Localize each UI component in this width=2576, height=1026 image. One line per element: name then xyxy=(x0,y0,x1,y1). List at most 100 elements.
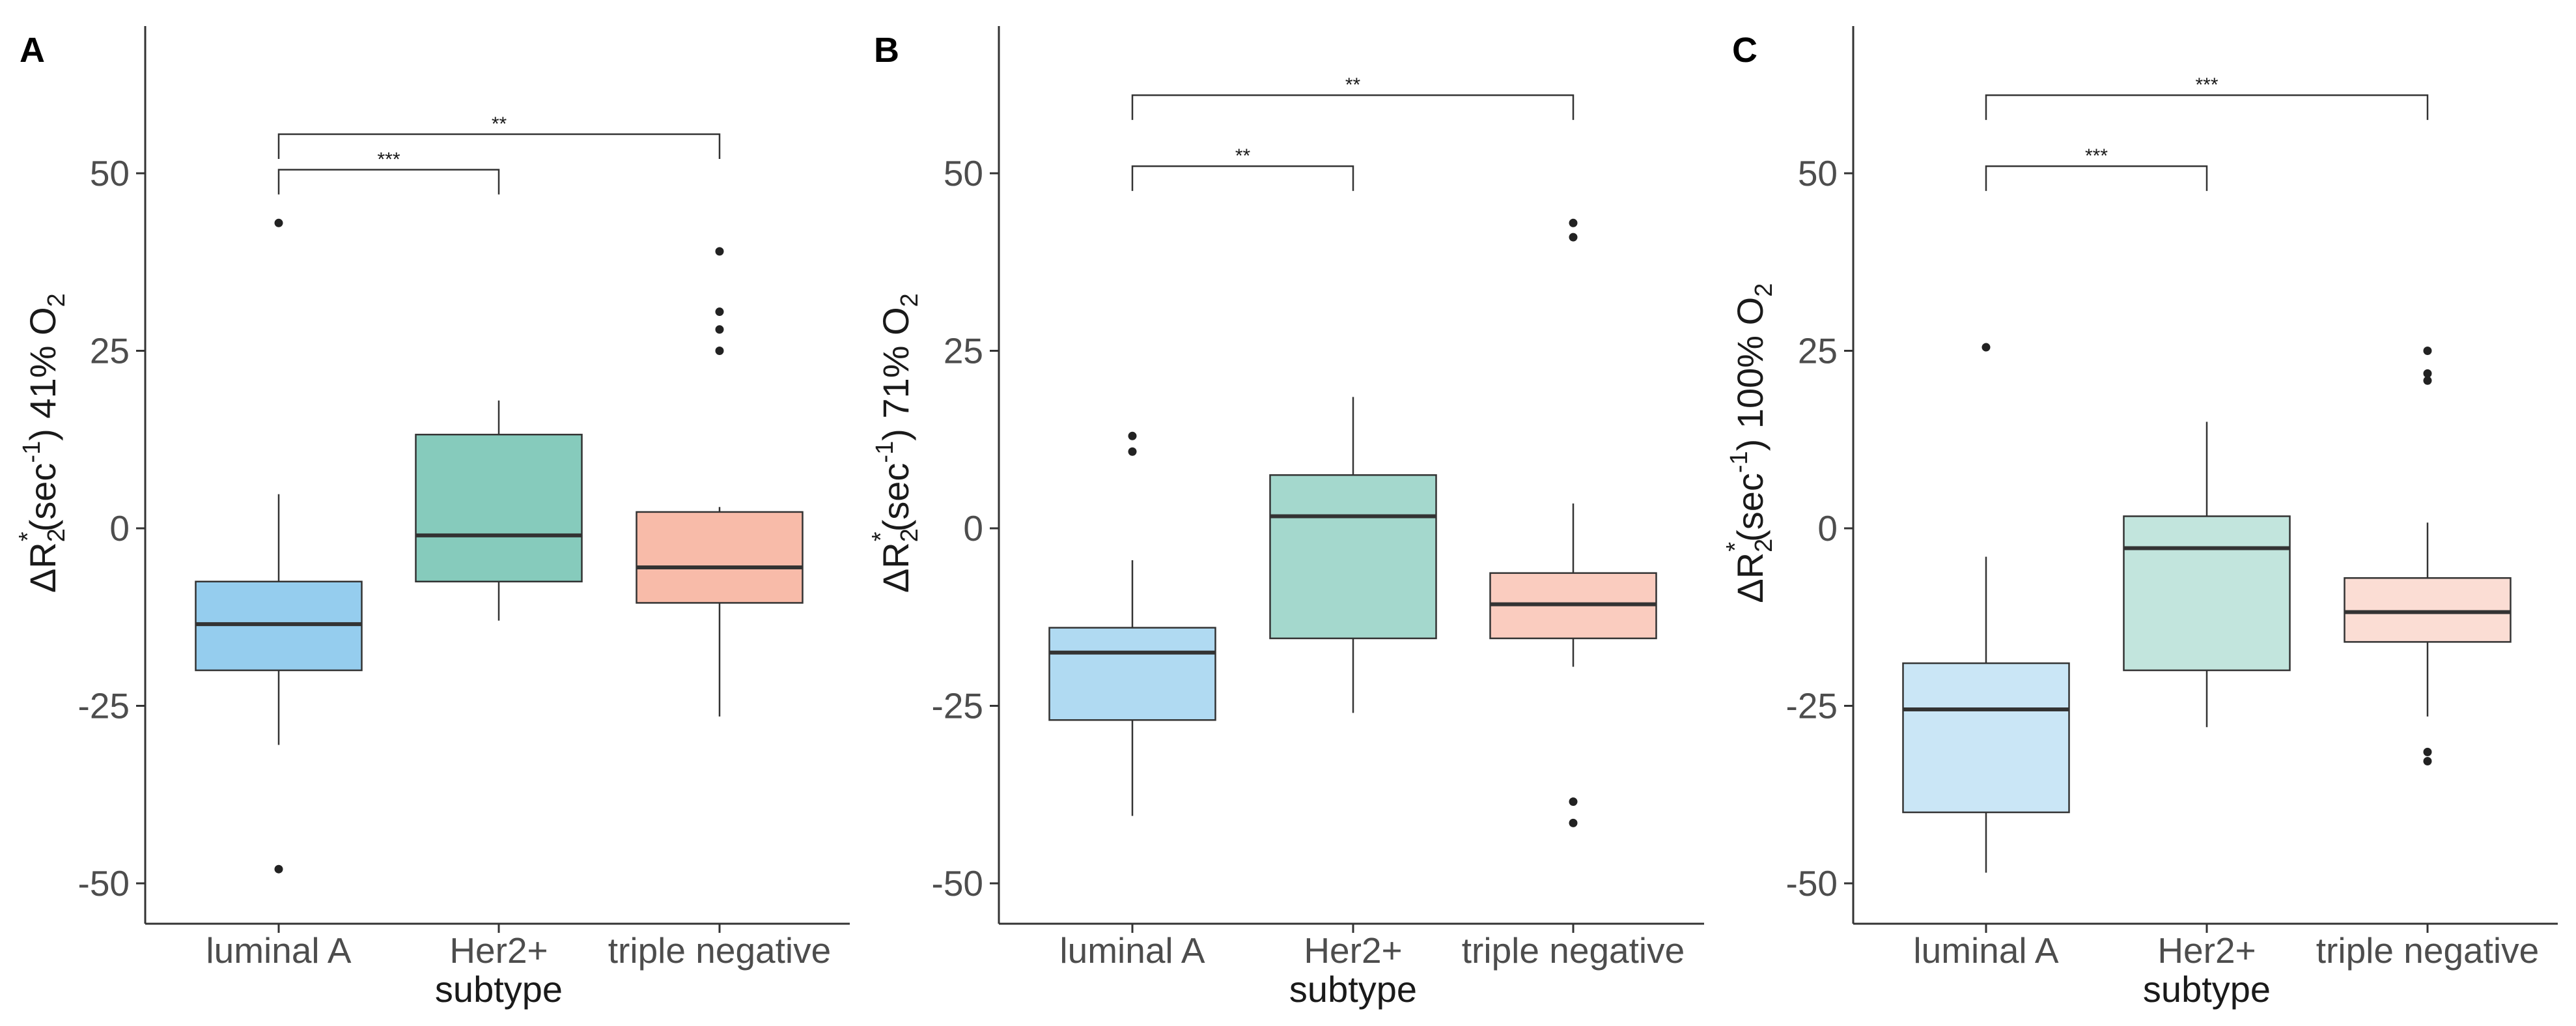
panel-b-y-axis-title-part: 2 xyxy=(896,293,923,307)
panel-a-x-tick-label-her2: Her2+ xyxy=(449,930,548,971)
panel-a-y-tick-label: 50 xyxy=(90,153,130,193)
panel-a-box-triple-negative-outlier xyxy=(715,347,724,355)
panel-c-box-her2 xyxy=(2123,421,2291,728)
panel-a: A 50 25 0 -25 -50 luminal A Her2+ triple negativ… xyxy=(14,26,850,1010)
panel-c-box-luminal-a xyxy=(1902,343,2070,873)
panel-a-y-tick-label: -25 xyxy=(78,686,130,726)
panel-a-box-her2-body xyxy=(415,433,583,582)
panel-a-significance-bracket xyxy=(277,169,500,195)
panel-b-box-luminal-a-outlier xyxy=(1128,431,1137,440)
panel-a-box-luminal-a xyxy=(195,218,363,874)
panel-c-x-tick-label-triple-negative: triple negative xyxy=(2316,930,2539,971)
panel-c-box-luminal-a-outlier xyxy=(1981,343,1991,352)
panel-b-y-axis-title: ΔR2*(sec-1) 71% O2 xyxy=(867,293,923,593)
panel-c-y-tick-label: 0 xyxy=(1817,508,1838,549)
panel-b: B 50 25 0 -25 -50 luminal A Her2+ triple negativ… xyxy=(867,26,1704,1010)
panel-b-y-tick-label: 25 xyxy=(944,331,983,371)
panel-c: C 50 25 0 -25 -50 luminal A Her2+ triple negativ… xyxy=(1722,26,2558,1010)
panel-b-y-axis-title-part: (sec xyxy=(875,463,916,532)
panel-a-box-triple-negative-outlier xyxy=(715,307,724,317)
panel-c-y-axis-title-part: -1 xyxy=(1726,451,1753,473)
panel-b-x-tick-label-luminal-a: luminal A xyxy=(1059,930,1205,971)
panel-b-significance-bracket xyxy=(1131,165,1354,192)
panel-b-y-axis-title-part: ΔR xyxy=(875,542,916,593)
panel-c-significance-bracket xyxy=(1985,94,2429,121)
panel-a-significance-bracket xyxy=(277,133,721,160)
panel-c-box-her2-body xyxy=(2123,515,2291,672)
panel-b-box-triple-negative-outlier xyxy=(1569,218,1578,227)
panel-c-y-axis-title-part: 2 xyxy=(1750,539,1778,552)
panel-b-x-axis-title: subtype xyxy=(1289,969,1417,1010)
panel-c-y-tick-label: 25 xyxy=(1798,331,1838,371)
panel-a-y-axis-title: ΔR2*(sec-1) 41% O2 xyxy=(14,293,70,593)
panel-c-y-tick-label: 50 xyxy=(1798,153,1838,193)
panel-c-y-axis-title-part: * xyxy=(1722,542,1749,552)
panel-a-y-axis-title-part: 2 xyxy=(43,293,70,307)
panel-a-significance-bracket-label: ** xyxy=(492,113,507,135)
panel-c-y-tick-label: -25 xyxy=(1786,686,1838,726)
panel-c-x-tick-label-luminal-a: luminal A xyxy=(1913,930,2058,971)
panel-a-box-luminal-a-outlier xyxy=(274,218,283,227)
panel-a-y-axis-title-part: 2 xyxy=(43,528,70,542)
panel-a-box-triple-negative xyxy=(636,247,804,717)
panel-a-box-triple-negative-body xyxy=(636,511,804,604)
panel-c-y-axis-title-part: ΔR xyxy=(1729,552,1771,603)
panel-c-significance-bracket-label: *** xyxy=(2195,74,2218,96)
panel-a-y-tick-label: -50 xyxy=(78,863,130,904)
panel-c-x-tick-label-her2: Her2+ xyxy=(2157,930,2256,971)
panel-c-y-tick-label: -50 xyxy=(1786,863,1838,904)
panel-c-box-triple-negative-outlier xyxy=(2423,347,2432,355)
panel-a-box-triple-negative-outlier xyxy=(715,247,724,256)
panel-c-box-triple-negative-outlier xyxy=(2423,369,2432,378)
panel-b-y-tick-label: 50 xyxy=(944,153,983,193)
panel-c-y-axis-title: ΔR2*(sec-1) 100% O2 xyxy=(1722,283,1778,603)
panel-c-significance-bracket-label: *** xyxy=(2085,145,2108,167)
panel-b-box-luminal-a xyxy=(1048,431,1216,816)
panel-a-box-her2 xyxy=(415,400,583,621)
panel-c-box-luminal-a-body xyxy=(1902,662,2070,814)
panel-c-y-axis-title-part: ) 100% O xyxy=(1729,297,1771,451)
panel-a-y-axis-title-part: ΔR xyxy=(22,542,63,593)
panel-b-box-triple-negative-outlier xyxy=(1569,797,1578,806)
panel-b-y-tick-label: -50 xyxy=(932,863,984,904)
panel-b-x-tick-label-her2: Her2+ xyxy=(1304,930,1402,971)
panel-b-box-her2-body xyxy=(1269,474,1437,640)
panel-a-y-tick-label: 25 xyxy=(90,331,130,371)
panel-b-significance-bracket-label: ** xyxy=(1345,74,1361,96)
panel-c-significance-bracket xyxy=(1985,165,2208,192)
panel-a-y-axis-title-part: -1 xyxy=(18,441,46,463)
panel-b-box-triple-negative-outlier xyxy=(1569,233,1578,242)
panel-a-y-tick-label: 0 xyxy=(109,508,130,549)
panel-c-box-triple-negative xyxy=(2344,347,2512,766)
panel-b-letter: B xyxy=(874,31,899,70)
panel-b-y-axis-title-part: 2 xyxy=(896,528,923,542)
panel-a-y-axis-title-part: ) 41% O xyxy=(22,307,63,440)
panel-b-significance-bracket-label: ** xyxy=(1235,145,1251,167)
panel-c-letter: C xyxy=(1732,31,1757,70)
panel-b-y-axis-title-part: ) 71% O xyxy=(875,307,916,440)
panel-b-y-axis-title-part: -1 xyxy=(871,441,899,463)
panel-b-box-her2 xyxy=(1269,397,1437,713)
panel-b-significance-bracket xyxy=(1131,94,1575,121)
panel-b-box-luminal-a-body xyxy=(1048,627,1216,721)
panel-b-y-axis-title-part: * xyxy=(867,532,895,541)
panel-c-y-axis-title-part: (sec xyxy=(1729,473,1771,542)
panel-c-box-triple-negative-outlier xyxy=(2423,747,2432,756)
panel-a-y-axis-title-part: (sec xyxy=(22,463,63,532)
panel-b-x-tick-label-triple-negative: triple negative xyxy=(1462,930,1685,971)
panel-a-y-axis-title-part: * xyxy=(14,532,42,541)
panel-a-letter: A xyxy=(20,31,45,70)
panel-c-y-axis-title-part: 2 xyxy=(1750,283,1778,297)
panel-c-box-triple-negative-outlier xyxy=(2423,376,2432,385)
panel-a-x-tick-label-triple-negative: triple negative xyxy=(608,930,831,971)
panel-a-x-tick-label-luminal-a: luminal A xyxy=(206,930,351,971)
panel-a-box-luminal-a-outlier xyxy=(274,864,283,874)
panel-b-box-triple-negative xyxy=(1489,218,1657,827)
panel-c-x-axis-title: subtype xyxy=(2143,969,2271,1010)
panel-a-x-axis-title: subtype xyxy=(435,969,563,1010)
panel-a-box-triple-negative-outlier xyxy=(715,325,724,334)
panel-b-y-tick-label: 0 xyxy=(963,508,983,549)
panel-b-box-luminal-a-outlier xyxy=(1128,447,1137,456)
panel-c-box-triple-negative-outlier xyxy=(2423,757,2432,766)
